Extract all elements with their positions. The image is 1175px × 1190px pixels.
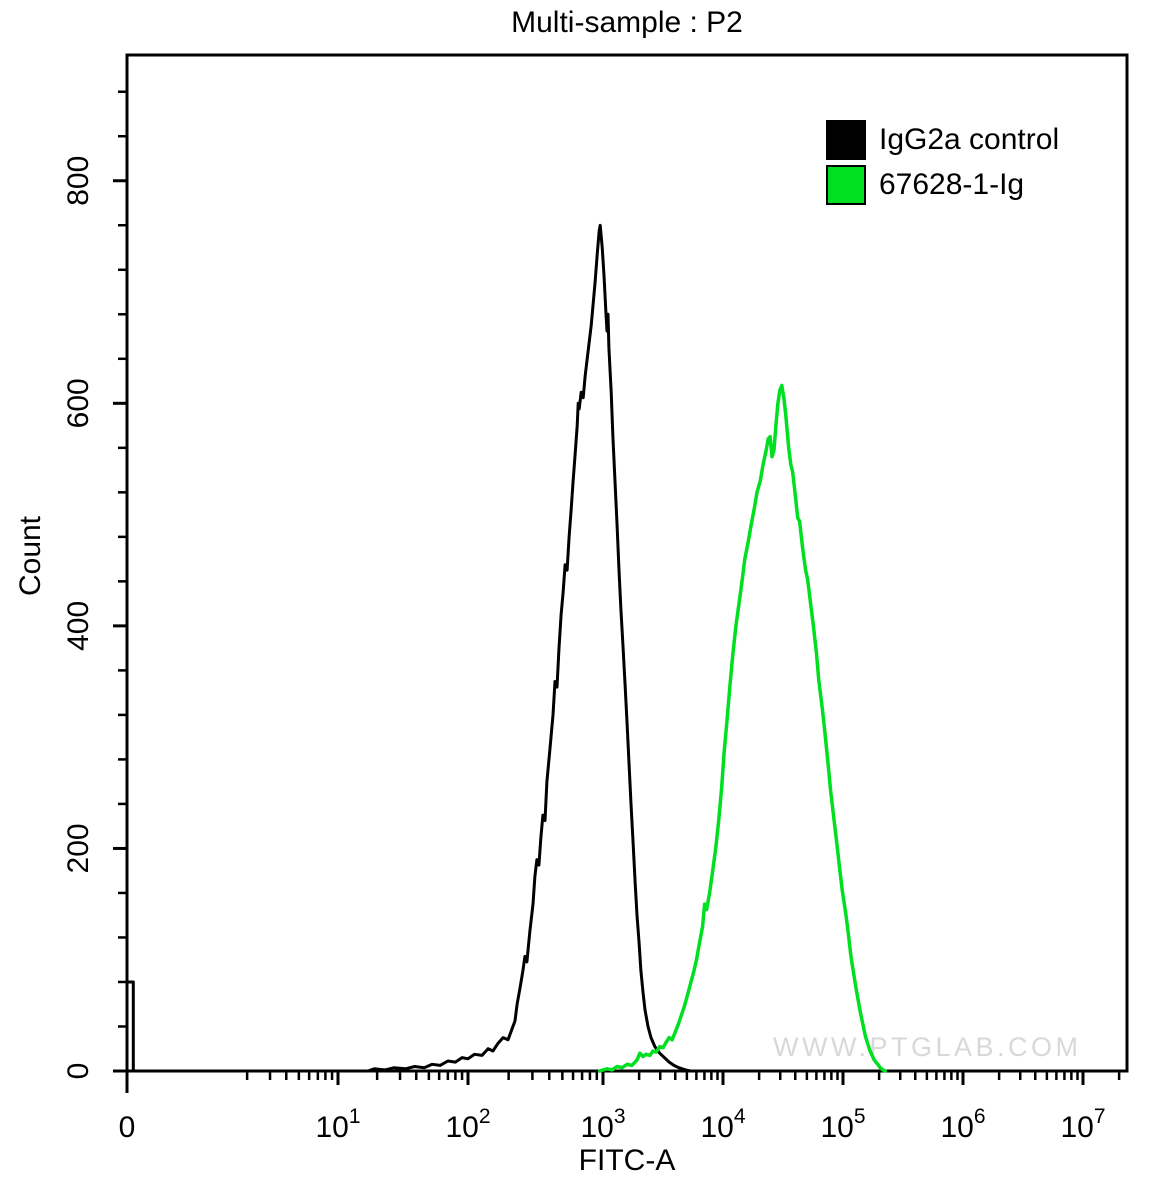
x-tick-label: 105 — [820, 1105, 865, 1144]
chart-title: Multi-sample : P2 — [511, 6, 743, 39]
legend-row: 67628-1-Ig — [826, 162, 1059, 207]
y-tick-label: 600 — [62, 378, 95, 428]
x-tick-label: 0 — [119, 1111, 136, 1144]
x-axis-title: FITC-A — [578, 1144, 676, 1177]
legend: IgG2a control 67628-1-Ig — [826, 117, 1059, 207]
y-tick-label: 400 — [62, 601, 95, 651]
x-tick-label: 106 — [940, 1105, 985, 1144]
y-axis-title: Count — [14, 515, 47, 597]
y-tick-label: 800 — [62, 156, 95, 206]
x-tick-label: 102 — [445, 1105, 490, 1144]
histogram-curve-67628-1-ig — [597, 383, 888, 1073]
x-tick-label: 104 — [700, 1105, 745, 1144]
legend-swatch-antibody — [826, 164, 866, 205]
watermark: WWW.PTGLAB.COM — [773, 1032, 1082, 1062]
legend-swatch-igg2a — [826, 119, 866, 160]
plot-frame — [125, 53, 1129, 1073]
histogram-curve-igg2a-control — [125, 980, 135, 1073]
x-tick-label: 103 — [580, 1105, 625, 1144]
x-tick-label: 107 — [1060, 1105, 1105, 1144]
legend-label-igg2a: IgG2a control — [879, 122, 1060, 156]
histogram-curve-igg2a-control — [366, 223, 692, 1073]
x-tick-label: 101 — [315, 1105, 360, 1144]
y-tick-label: 200 — [62, 823, 95, 873]
legend-row: IgG2a control — [826, 117, 1059, 162]
legend-label-antibody: 67628-1-Ig — [879, 167, 1025, 201]
y-tick-label: 0 — [62, 1063, 95, 1080]
